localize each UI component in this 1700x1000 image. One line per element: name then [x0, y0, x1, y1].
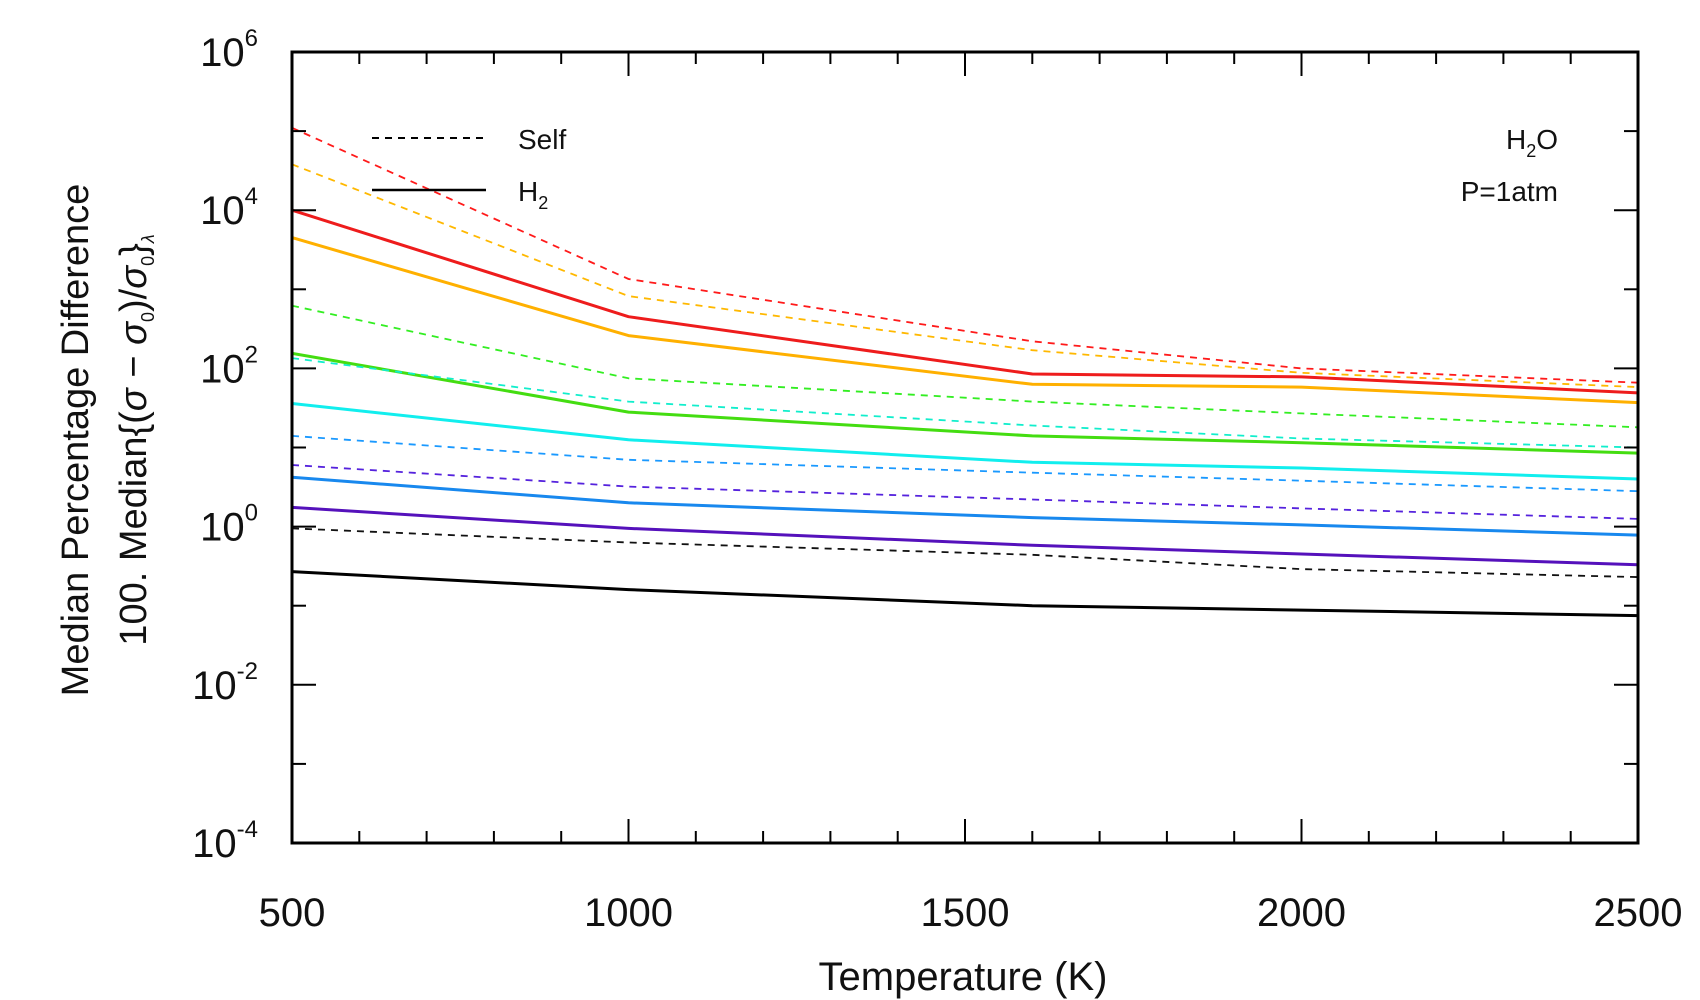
series-line-blue-h2: [292, 475, 1638, 537]
y-tick-label: 102: [200, 341, 258, 391]
series-line-orange-h2: [292, 236, 1638, 405]
series-line-violet-h2: [292, 505, 1638, 567]
legend: Self H2: [372, 124, 566, 213]
series-line-violet-self: [292, 464, 1638, 520]
y-tick-label: 10-4: [192, 816, 258, 866]
y-axis-label-line1: Median Percentage Difference: [55, 184, 97, 697]
y-tick-label: 104: [200, 183, 258, 233]
x-tick-label: 1500: [921, 891, 1010, 935]
x-axis-label: Temperature (K): [819, 955, 1108, 999]
legend-self-label: Self: [518, 124, 566, 155]
series-line-cyan-self: [292, 357, 1638, 449]
x-tick-label: 2000: [1257, 891, 1346, 935]
y-tick-label: 100: [200, 500, 258, 550]
plot-marks: [292, 126, 1638, 618]
x-tick-label: 2500: [1594, 891, 1683, 935]
y-axis-label-line2: 100. Median{(σ − σ0)/σ0}λ: [113, 234, 158, 645]
pressure-annotation: P=1atm: [1461, 176, 1558, 207]
series-line-orange-self: [292, 163, 1638, 388]
y-tick-label: 10-2: [192, 658, 258, 708]
x-tick-label: 1000: [584, 891, 673, 935]
series-line-red-h2: [292, 208, 1638, 395]
y-tick-label: 106: [200, 25, 258, 75]
series-line-green-h2: [292, 351, 1638, 455]
legend-h2-label: H2: [518, 176, 548, 213]
annotations: H2O P=1atm: [1461, 124, 1558, 207]
series-line-cyan-h2: [292, 402, 1638, 481]
series-line-red-self: [292, 126, 1638, 384]
species-annotation: H2O: [1506, 124, 1558, 161]
series-line-black-h2: [292, 570, 1638, 618]
x-tick-label: 500: [259, 891, 326, 935]
axes: 500 1000 1500 2000 2500 106 104 102 100 10-2 10-4: [192, 25, 1682, 935]
series-line-green-self: [292, 304, 1638, 429]
series-line-black-self: [292, 527, 1638, 578]
series-line-blue-self: [292, 435, 1638, 493]
